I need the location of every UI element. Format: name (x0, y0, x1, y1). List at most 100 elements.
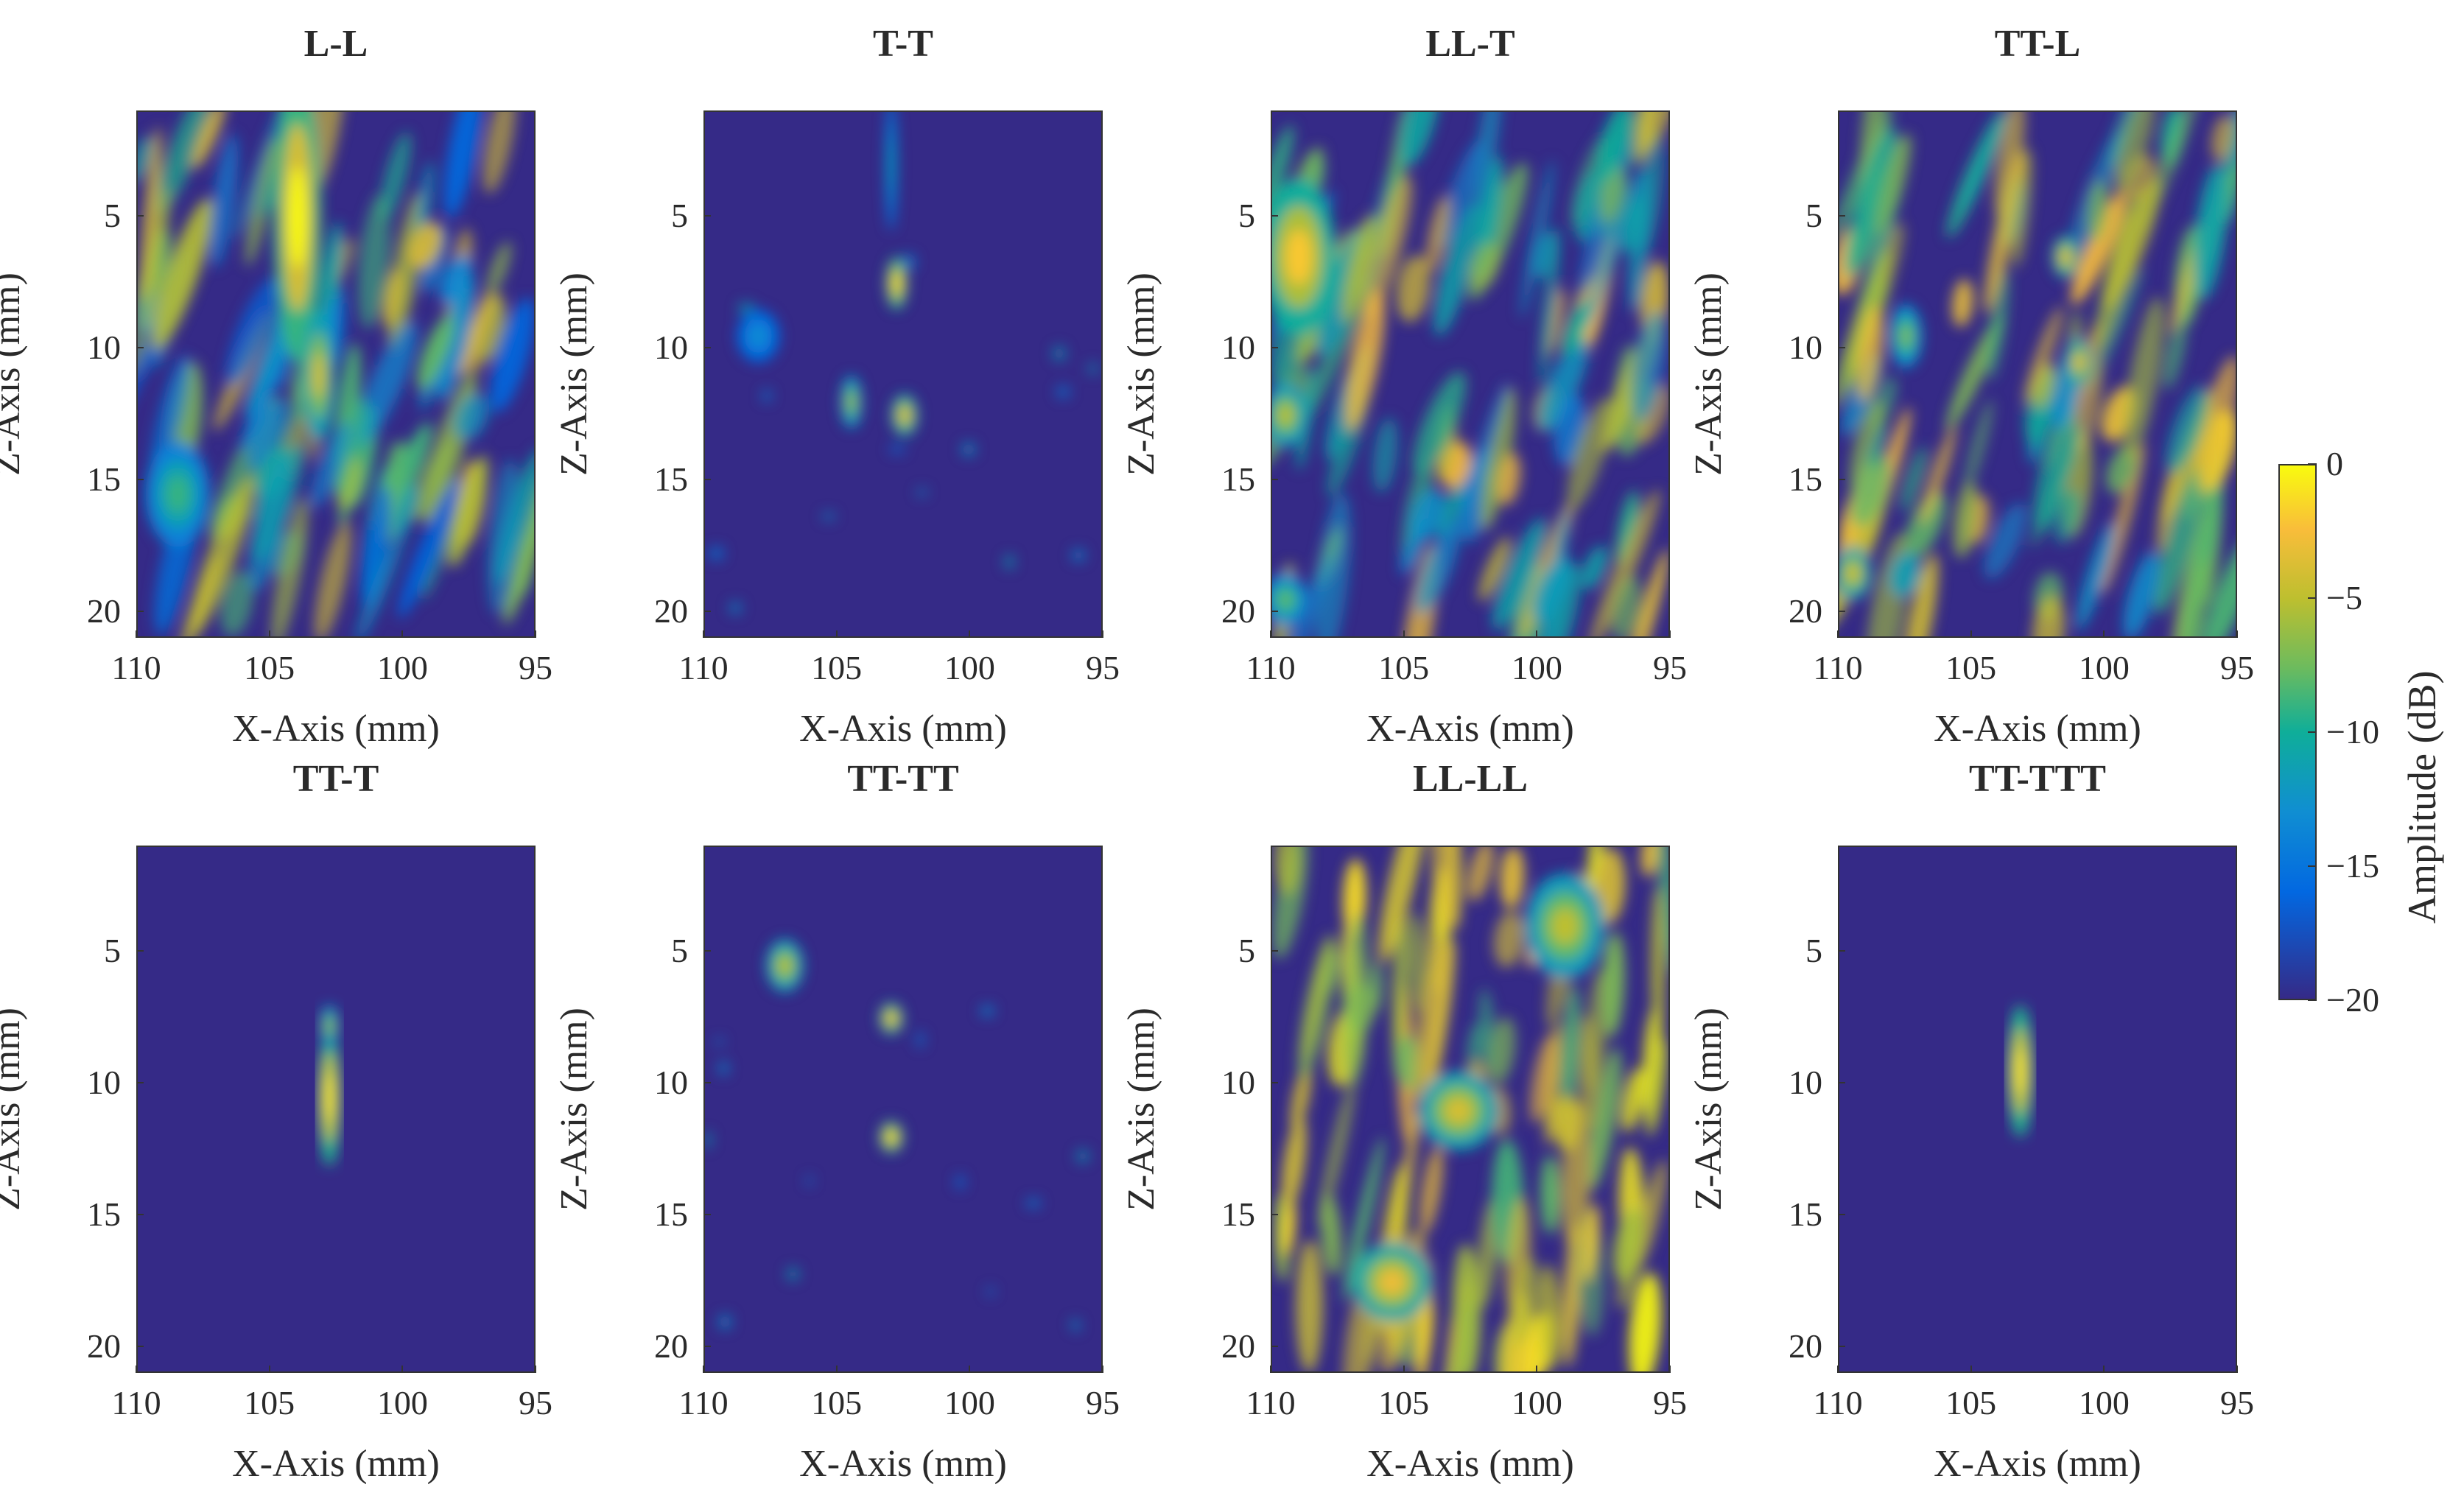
speckle (762, 390, 772, 402)
x-tick-mark (2236, 1366, 2238, 1373)
y-axis-label: Z-Axis (mm) (1688, 273, 1730, 476)
x-tick-label: 100 (2078, 649, 2130, 686)
texture-streak (1438, 140, 1484, 250)
texture-streak (1539, 225, 1560, 387)
panel-tt-l: TT-L 5 10 15 20 110 105 100 95 Z-Axis (mm) X-Axis … (1688, 22, 2261, 750)
texture-streak (379, 132, 412, 222)
x-tick-mark (1536, 1366, 1538, 1373)
texture-streak (486, 241, 512, 297)
y-tick-label: 10 (1789, 1064, 1822, 1102)
y-tick-label: 5 (1238, 197, 1255, 235)
colorbar-tick-label: −5 (2326, 579, 2362, 616)
y-tick-label: 5 (1805, 197, 1822, 235)
speckle (717, 1061, 729, 1075)
x-tick-label: 110 (1246, 649, 1296, 686)
x-tick-mark (969, 1366, 971, 1373)
texture-streak (1467, 847, 1495, 902)
x-tick-mark (2236, 630, 2238, 638)
panel-l-l: L-L 5 10 15 20 110 105 100 95 Z-Axis (mm) X-Axis (… (0, 22, 560, 750)
texture-streak (1426, 195, 1450, 273)
texture-streak (394, 482, 418, 538)
texture-streak (1640, 847, 1659, 877)
x-tick-label: 100 (1511, 1384, 1562, 1422)
hotspot (289, 166, 306, 269)
y-tick-mark (136, 1346, 144, 1348)
panel-title: TT-T (292, 758, 379, 800)
colorbar-label: Amplitude (dB) (2400, 670, 2444, 924)
hotspot (1444, 1097, 1473, 1125)
speckle (1053, 345, 1066, 362)
y-tick-mark (1838, 950, 1845, 952)
hotspot (1278, 590, 1294, 609)
speckle (714, 1039, 725, 1045)
x-tick-mark (835, 630, 838, 638)
y-tick-label: 15 (1221, 1195, 1255, 1234)
y-tick-mark (703, 479, 711, 481)
heatmap-image (705, 939, 1089, 1332)
texture-streak (1984, 502, 2027, 579)
texture-streak (210, 133, 239, 268)
speckle (955, 1174, 965, 1189)
texture-streak (1342, 214, 1375, 323)
texture-streak (2196, 408, 2220, 496)
y-tick-mark (703, 215, 711, 217)
texture-streak (1547, 563, 1581, 636)
texture-streak (1621, 1067, 1645, 1133)
texture-streak (1889, 552, 1921, 598)
x-tick-label: 95 (519, 649, 552, 686)
heatmap-axes (136, 846, 536, 1373)
heatmap-image (2007, 1005, 2034, 1137)
texture-streak (1361, 175, 1413, 321)
texture-streak (1613, 1206, 1645, 1283)
heatmap-image (1272, 112, 1668, 636)
texture-streak (1845, 127, 1897, 278)
speckle (916, 1031, 924, 1048)
colorbar-tick-label: 0 (2326, 445, 2343, 482)
y-tick-label: 10 (87, 1064, 121, 1102)
x-tick-label: 100 (944, 649, 995, 686)
hotspot (1278, 404, 1294, 426)
texture-streak (2113, 112, 2156, 192)
x-tick-mark (136, 630, 137, 638)
x-tick-mark (1837, 630, 1839, 638)
y-tick-label: 20 (87, 1327, 121, 1366)
y-tick-label: 15 (1789, 460, 1822, 499)
texture-streak (1470, 242, 1500, 289)
y-tick-label: 15 (87, 460, 121, 499)
texture-streak (192, 112, 226, 169)
x-tick-mark (136, 1366, 137, 1373)
y-tick-label: 5 (1238, 932, 1255, 970)
x-tick-mark (535, 1366, 536, 1373)
x-tick-mark (1669, 630, 1671, 638)
texture-streak (448, 455, 488, 568)
heatmap-axes (1271, 846, 1670, 1373)
y-tick-label: 10 (654, 1064, 688, 1102)
x-tick-label: 110 (678, 649, 729, 686)
x-tick-mark (1270, 1366, 1271, 1373)
x-tick-mark (535, 630, 536, 638)
texture-streak (1520, 159, 1554, 319)
y-tick-label: 20 (87, 592, 121, 630)
texture-streak (1628, 169, 1652, 313)
texture-streak (1400, 112, 1439, 166)
panel-title: TT-TTT (1969, 758, 2106, 800)
x-tick-mark (1403, 1366, 1405, 1373)
texture-streak (443, 112, 482, 218)
hotspot (778, 956, 792, 975)
heatmap-image (317, 1005, 342, 1167)
texture-streak (1458, 382, 1509, 529)
texture-streak (1902, 553, 1939, 636)
texture-streak (1442, 1299, 1475, 1371)
hotspot (166, 476, 189, 513)
texture-streak (2179, 520, 2205, 636)
speckle (786, 1267, 800, 1281)
texture-streak (1552, 1094, 1582, 1151)
x-tick-label: 105 (244, 649, 295, 686)
panel-title: T-T (873, 23, 933, 65)
texture-streak (490, 298, 534, 412)
texture-streak (1562, 1222, 1582, 1368)
x-tick-mark (1102, 630, 1103, 638)
texture-streak (408, 222, 443, 270)
texture-streak (417, 314, 454, 390)
texture-streak (1281, 1196, 1296, 1257)
